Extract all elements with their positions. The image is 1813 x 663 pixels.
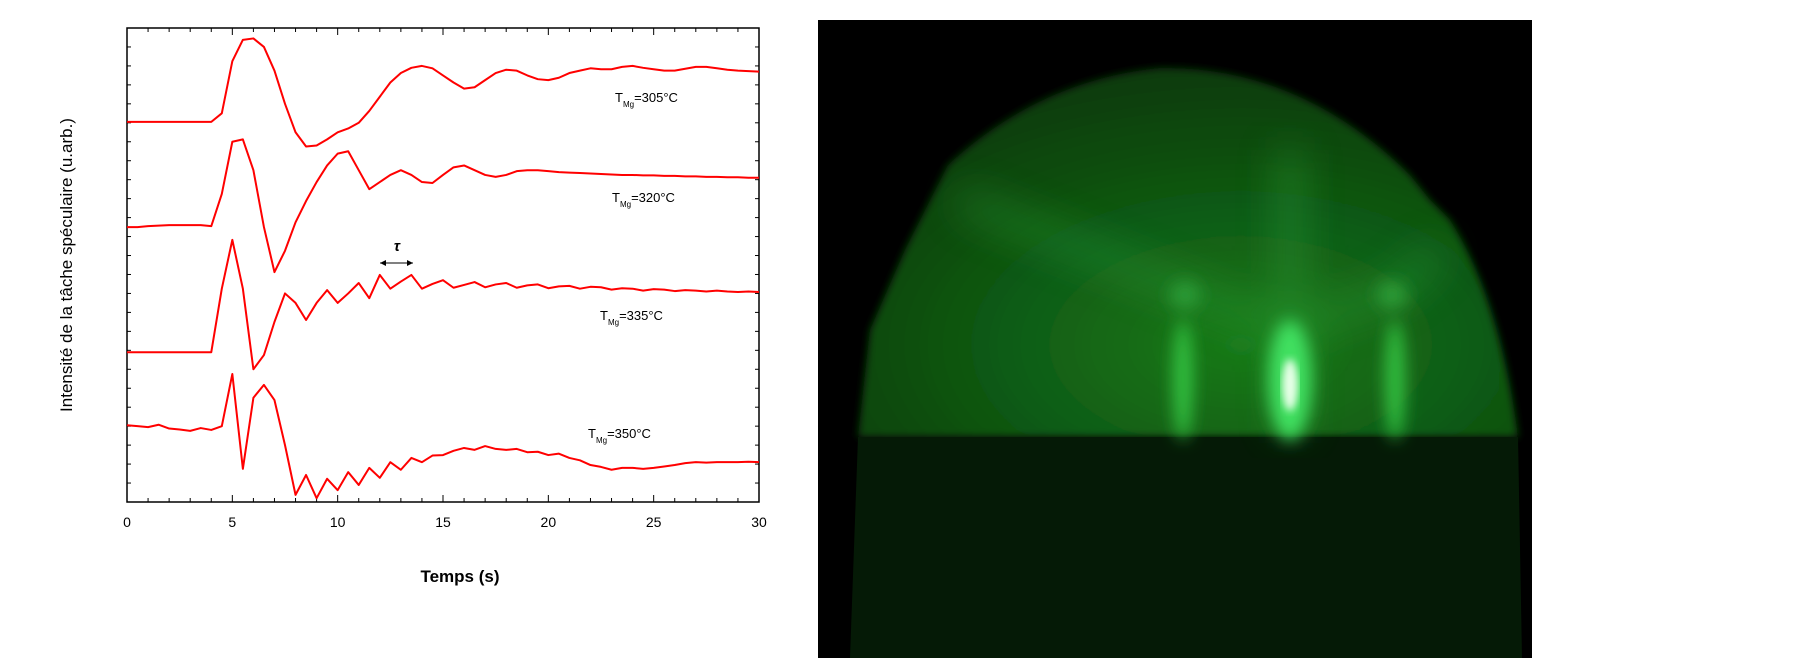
series-label-suffix: =335°C xyxy=(619,308,663,323)
x-tick-label: 20 xyxy=(541,514,557,530)
x-tick-label: 30 xyxy=(751,514,767,530)
y-axis-label: Intensité de la tâche spéculaire (u.arb.… xyxy=(57,118,76,412)
series-label-subscript: Mg xyxy=(623,100,634,109)
series-label: TMg=335°C xyxy=(600,308,663,327)
series-label-suffix: =305°C xyxy=(634,90,678,105)
x-tick-label: 0 xyxy=(123,514,131,530)
series-label: TMg=350°C xyxy=(588,426,651,445)
series-label: TMg=305°C xyxy=(615,90,678,109)
series-label-suffix: =320°C xyxy=(631,190,675,205)
series-label-name: T xyxy=(600,308,608,323)
series-line xyxy=(126,373,760,500)
series-label-name: T xyxy=(612,190,620,205)
series-line xyxy=(127,138,759,274)
series-label-suffix: =350°C xyxy=(607,426,651,441)
series-label-subscript: Mg xyxy=(608,318,619,327)
series-line xyxy=(127,37,760,148)
x-tick-label: 15 xyxy=(435,514,451,530)
x-tick-label: 25 xyxy=(646,514,662,530)
series-label-name: T xyxy=(588,426,596,441)
plot: Temps (s) Intensité de la tâche spéculai… xyxy=(57,27,767,586)
series-label: TMg=320°C xyxy=(612,190,675,209)
series-label-name: T xyxy=(615,90,623,105)
series-label-subscript: Mg xyxy=(596,436,607,445)
x-tick-label: 5 xyxy=(228,514,236,530)
tau-label: τ xyxy=(394,238,401,255)
series-label-subscript: Mg xyxy=(620,200,631,209)
x-axis-label: Temps (s) xyxy=(420,567,499,586)
x-tick-label: 10 xyxy=(330,514,346,530)
rheed-image xyxy=(818,20,1532,658)
series-line xyxy=(127,238,760,371)
